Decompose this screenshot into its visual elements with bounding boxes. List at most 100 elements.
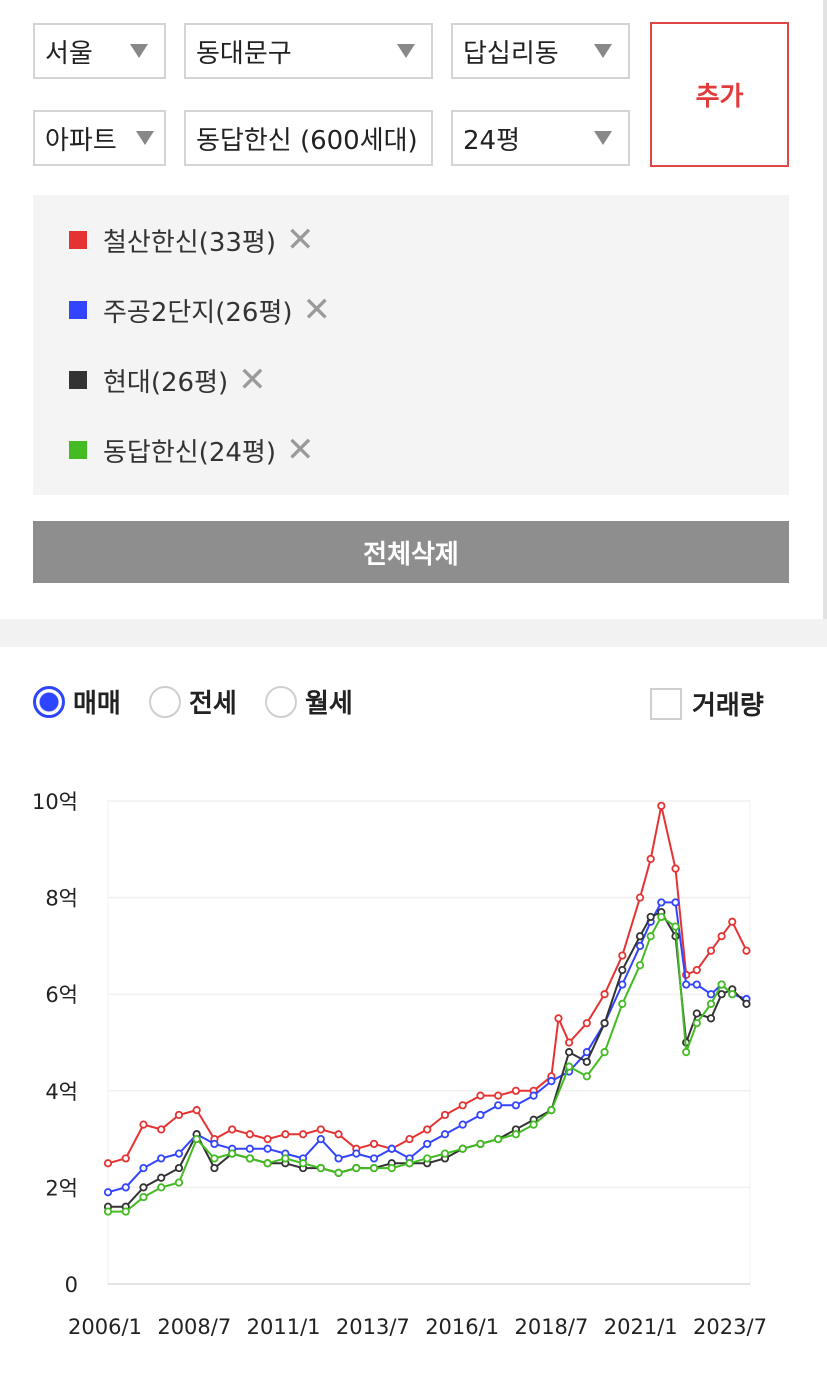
list-item: 철산한신(33평) ✕ [69, 220, 314, 260]
data-point [174, 1149, 184, 1158]
data-point [440, 1130, 450, 1139]
data-point [210, 1139, 219, 1149]
legend-swatch [69, 301, 87, 319]
data-point [635, 932, 645, 941]
data-point [657, 801, 666, 810]
x-tick-label: 2011/1 [247, 1315, 321, 1339]
data-point [103, 1188, 113, 1197]
complex-select[interactable]: 동답한신 (600세대) [184, 110, 433, 166]
x-tick-label: 2006/1 [68, 1315, 142, 1339]
data-point [494, 1101, 503, 1110]
delete-all-button[interactable]: 전체삭제 [33, 521, 789, 583]
data-point [228, 1149, 237, 1158]
data-point [742, 946, 751, 955]
data-point [494, 1134, 503, 1144]
add-button[interactable]: 추가 [650, 22, 789, 167]
data-point [174, 1163, 184, 1173]
data-point [245, 1130, 254, 1139]
data-point [245, 1154, 254, 1163]
data-point [547, 1077, 556, 1086]
radio-sale[interactable]: 매매 [33, 683, 121, 720]
data-point [121, 1154, 130, 1163]
data-point [618, 951, 627, 960]
data-point [717, 990, 726, 999]
radio-jeonse[interactable]: 전세 [149, 683, 237, 720]
data-point [121, 1183, 130, 1192]
data-point [334, 1154, 343, 1163]
dong-select-value: 답십리동 [463, 38, 559, 69]
data-point [157, 1125, 166, 1134]
data-point [565, 1062, 574, 1071]
data-point [742, 999, 751, 1008]
data-point [728, 990, 737, 999]
data-point [423, 1139, 432, 1149]
volume-label: 거래량 [692, 691, 764, 721]
legend-swatch [69, 231, 87, 249]
data-point [728, 917, 737, 926]
data-point [706, 946, 716, 955]
data-point [582, 1048, 591, 1057]
data-point [646, 854, 655, 864]
list-item-label: 주공2단지(26평) [103, 297, 293, 328]
data-point [476, 1139, 485, 1149]
data-point [692, 980, 701, 989]
chevron-down-icon [594, 44, 612, 58]
data-point [646, 932, 655, 941]
data-point [263, 1134, 272, 1144]
dong-select[interactable]: 답십리동 [451, 23, 630, 79]
y-tick-label: 10억 [32, 790, 78, 814]
data-point [281, 1130, 290, 1139]
data-point [600, 990, 609, 999]
data-point [706, 1014, 716, 1023]
y-tick-label: 0 [65, 1273, 78, 1297]
property-type-select[interactable]: 아파트 [33, 110, 166, 166]
x-tick-label: 2013/7 [336, 1315, 410, 1339]
data-point [582, 1072, 591, 1081]
series-line [107, 901, 747, 1194]
close-icon[interactable]: ✕ [238, 360, 267, 400]
city-select[interactable]: 서울 [33, 23, 166, 79]
district-select[interactable]: 동대문구 [184, 23, 433, 79]
scrollbar[interactable] [823, 0, 827, 620]
checkbox-icon [650, 687, 682, 720]
data-point [139, 1120, 148, 1129]
data-point [511, 1101, 521, 1110]
data-point [657, 912, 666, 922]
data-point [547, 1106, 556, 1115]
legend-swatch [69, 371, 87, 389]
data-point [298, 1130, 308, 1139]
radio-selected-icon [33, 685, 65, 718]
data-point [387, 1163, 396, 1173]
volume-checkbox[interactable]: 거래량 [650, 685, 764, 722]
data-point [511, 1130, 521, 1139]
close-icon[interactable]: ✕ [302, 290, 332, 330]
data-point [281, 1154, 290, 1163]
data-point [706, 999, 716, 1008]
price-chart: 0 2억 4억 6억 8억 10억 2006/1 2008/7 2011/1 2013/7 2016… [32, 790, 767, 1339]
radio-monthly[interactable]: 월세 [265, 683, 353, 720]
data-point [405, 1159, 414, 1168]
data-point [334, 1168, 343, 1178]
data-point [671, 922, 680, 931]
data-point [245, 1144, 254, 1153]
data-point [682, 980, 691, 989]
x-tick-label: 2016/1 [425, 1315, 499, 1339]
data-point [458, 1144, 467, 1153]
data-point [263, 1144, 272, 1153]
size-select[interactable]: 24평 [451, 110, 630, 166]
data-point [717, 932, 726, 941]
data-point [635, 961, 645, 970]
data-point [565, 1048, 574, 1057]
data-point [582, 1057, 591, 1066]
data-point [352, 1149, 361, 1158]
data-point [210, 1154, 219, 1163]
close-icon[interactable]: ✕ [285, 220, 315, 260]
property-type-select-value: 아파트 [45, 125, 117, 156]
data-point [476, 1091, 485, 1100]
data-point [600, 1048, 609, 1057]
close-icon[interactable]: ✕ [285, 430, 315, 470]
data-point [228, 1125, 237, 1134]
list-item: 주공2단지(26평) ✕ [69, 290, 331, 330]
data-point [405, 1134, 414, 1144]
radio-label: 전세 [189, 689, 237, 719]
